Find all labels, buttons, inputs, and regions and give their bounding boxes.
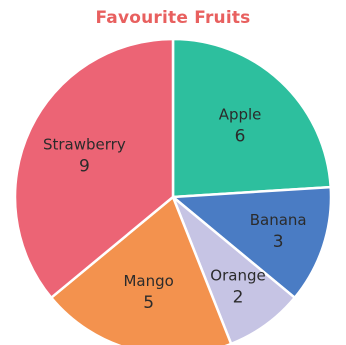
slice-value-mango: 5 (143, 293, 154, 313)
slice-label-strawberry: Strawberry (43, 135, 126, 153)
slice-label-orange: Orange (210, 266, 265, 284)
slice-label-banana: Banana (250, 211, 307, 229)
slice-label-apple: Apple (219, 106, 262, 124)
slice-value-apple: 6 (235, 127, 246, 147)
pie-slice-strawberry (13, 37, 175, 299)
pie-slices (13, 37, 333, 345)
slice-value-strawberry: 9 (79, 156, 90, 176)
pie-slice-banana (171, 185, 333, 299)
chart-title: Favourite Fruits (95, 8, 251, 28)
pie-slice-mango (50, 195, 233, 345)
slice-value-orange: 2 (233, 287, 244, 307)
slice-label-mango: Mango (123, 272, 173, 290)
pie-slice-apple (171, 37, 332, 199)
slice-value-banana: 3 (273, 232, 284, 252)
pie-labels: Apple 6 Banana 3 Orange 2 Mango 5 Strawberry 9 (43, 106, 307, 313)
